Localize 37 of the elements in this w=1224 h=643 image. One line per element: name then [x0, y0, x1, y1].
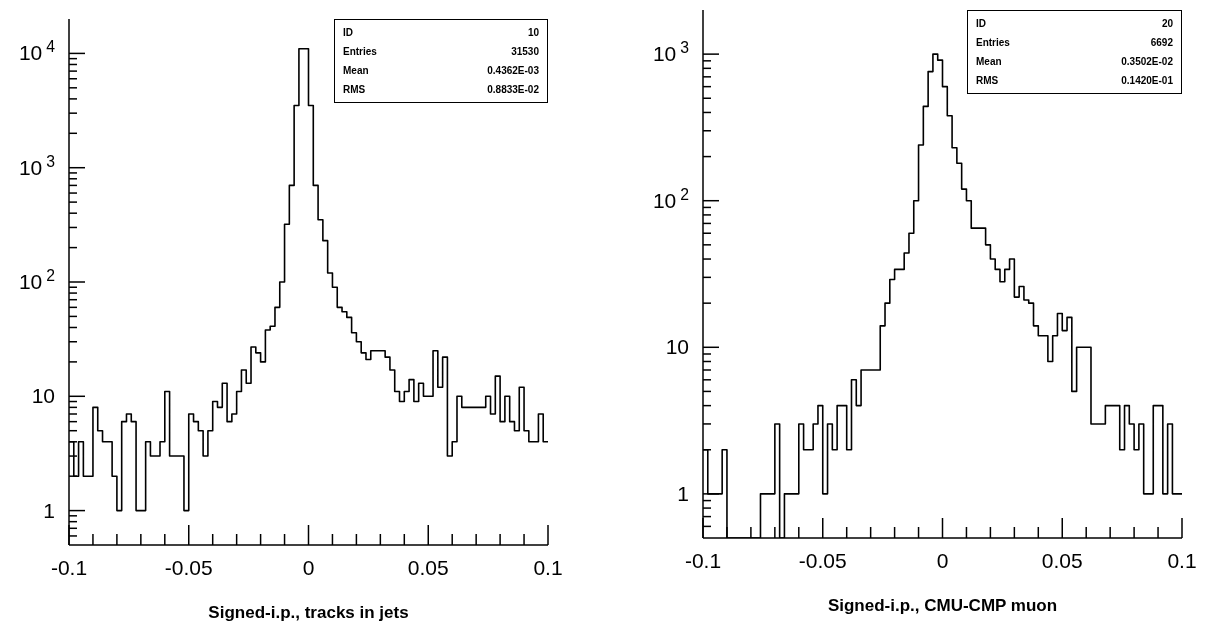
- x-axis-title: Signed-i.p., CMU-CMP muon: [826, 596, 1059, 616]
- x-tick-label: 0: [302, 556, 315, 579]
- annotation: 0.1420E-01: [1121, 74, 1173, 88]
- annotation: Entries: [976, 36, 1010, 50]
- annotation: Mean: [343, 64, 369, 78]
- annotation: 0.8833E-02: [487, 83, 539, 97]
- annotation: 0.4362E-03: [487, 64, 539, 78]
- x-tick-label: -0.05: [164, 556, 213, 579]
- y-tick-label: 10: [665, 335, 689, 359]
- x-tick-label: -0.1: [684, 549, 722, 572]
- y-tick-label: 10$^{4}$: [18, 37, 56, 65]
- annotation: 0.3502E-02: [1121, 55, 1173, 69]
- annotation: Entries: [343, 45, 377, 59]
- x-tick-label: 0.05: [1041, 549, 1083, 572]
- y-tick-label: 1: [43, 498, 55, 522]
- annotation: 6692: [1150, 36, 1173, 50]
- x-tick-label: -0.05: [798, 549, 847, 572]
- x-axis-title: Signed-i.p., tracks in jets: [207, 603, 410, 623]
- annotation: ID: [343, 26, 353, 40]
- x-tick-label: -0.1: [50, 556, 88, 579]
- x-tick-label: 0.1: [1167, 549, 1197, 572]
- y-tick-label: 10$^{2}$: [652, 185, 689, 212]
- annotation: RMS: [976, 74, 999, 88]
- y-tick-label: 10$^{3}$: [652, 38, 690, 66]
- y-tick-label: 1: [677, 481, 689, 505]
- annotation: Mean: [976, 55, 1002, 69]
- annotation: 31530: [511, 45, 539, 59]
- x-tick-label: 0: [936, 549, 949, 572]
- y-tick-label: 10: [31, 384, 55, 408]
- annotation: 20: [1161, 17, 1173, 31]
- annotation: RMS: [343, 83, 366, 97]
- annotation: ID: [976, 17, 986, 31]
- x-tick-label: 0.1: [533, 556, 563, 579]
- y-tick-label: 10$^{2}$: [18, 266, 55, 293]
- annotation: 10: [527, 26, 539, 40]
- x-tick-label: 0.05: [407, 556, 449, 579]
- y-tick-label: 10$^{3}$: [18, 152, 56, 179]
